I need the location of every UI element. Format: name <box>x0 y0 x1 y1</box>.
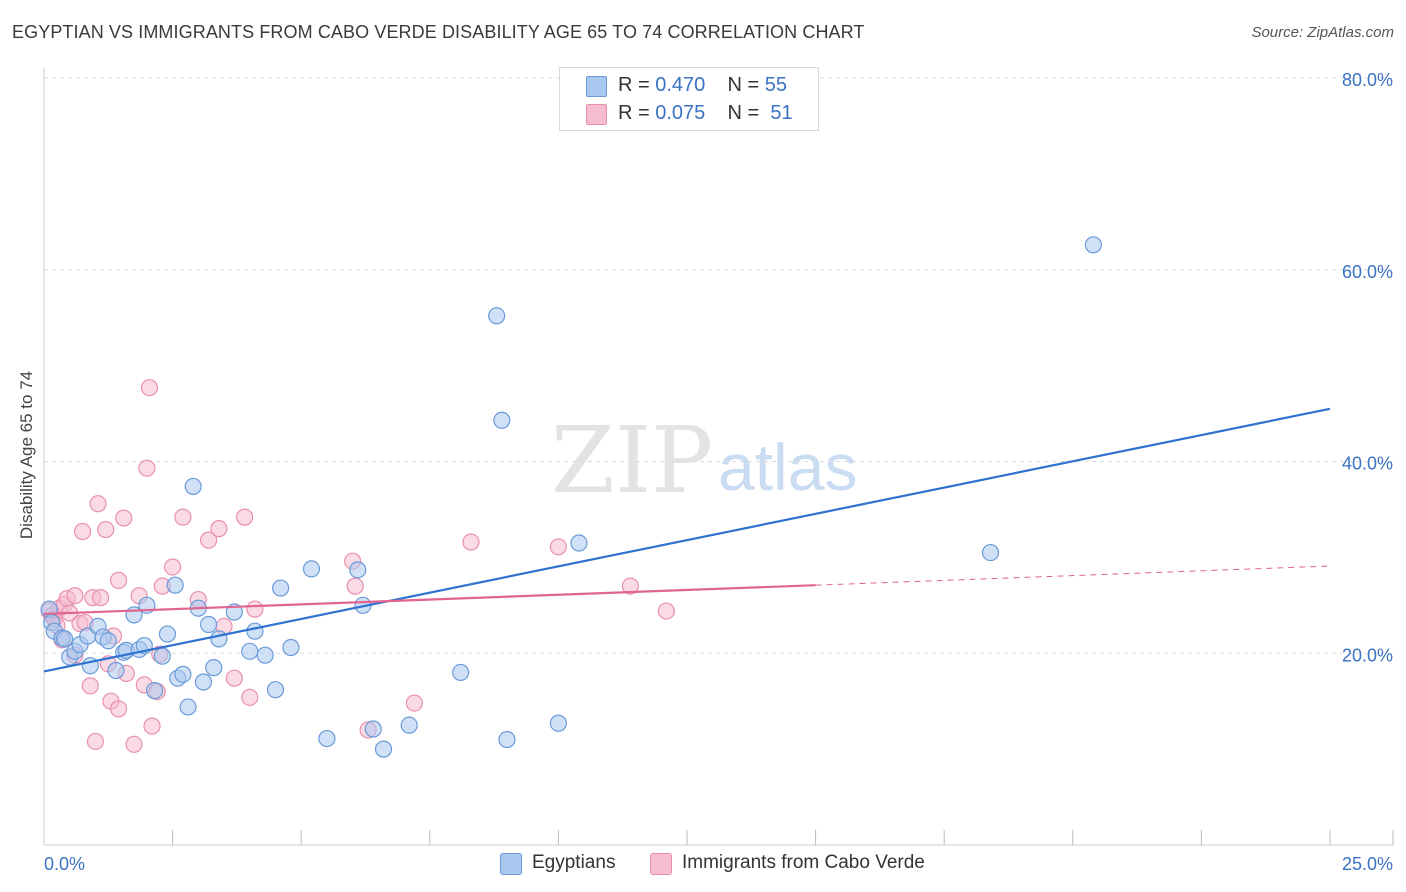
y-tick-label: 20.0% <box>1342 645 1393 665</box>
legend-swatch-blue <box>500 853 522 875</box>
y-tick-label: 40.0% <box>1342 454 1393 474</box>
legend-label: Immigrants from Cabo Verde <box>682 852 925 873</box>
series-legend: Egyptians Immigrants from Cabo Verde <box>0 852 1406 878</box>
blue-point <box>179 698 197 716</box>
pink-point <box>109 700 128 718</box>
watermark-atlas: atlas <box>718 430 857 504</box>
legend-text: R = 0.470 N = 55 <box>618 74 788 96</box>
blue-point <box>400 716 418 734</box>
blue-point <box>153 647 171 665</box>
pink-point <box>200 531 218 549</box>
blue-point <box>246 622 264 640</box>
pink-point <box>164 558 182 576</box>
pink-point <box>225 669 243 687</box>
blue-point <box>570 534 588 552</box>
blue-point <box>256 646 274 664</box>
pink-point <box>346 577 364 595</box>
legend-label: Egyptians <box>532 852 616 873</box>
pink-trend-line <box>43 584 816 616</box>
blue-point <box>107 661 125 680</box>
pink-trend-extension <box>815 565 1331 586</box>
source-credit: Source: ZipAtlas.com <box>1251 24 1394 41</box>
blue-point <box>145 682 164 700</box>
correlation-legend: R = 0.470 N = 55 R = 0.075 N = 51 <box>559 67 819 131</box>
blue-point <box>241 642 259 660</box>
legend-swatch-pink <box>586 104 607 125</box>
blue-point <box>364 720 382 738</box>
pink-point <box>91 589 110 607</box>
y-tick-label: 80.0% <box>1342 70 1393 90</box>
blue-point <box>1084 236 1102 254</box>
blue-point <box>302 560 321 578</box>
watermark-zip: ZIP <box>551 407 713 514</box>
legend-swatch-pink <box>650 853 672 875</box>
x-tick-label: 0.0% <box>44 854 85 874</box>
blue-point <box>488 307 506 325</box>
blue-point <box>99 632 117 650</box>
pink-point <box>125 735 143 753</box>
blue-point <box>349 561 367 579</box>
pink-point <box>236 508 254 526</box>
blue-point <box>318 729 336 748</box>
x-tick-label: 25.0% <box>1342 854 1393 874</box>
legend-text: R = 0.075 N = 51 <box>618 102 793 124</box>
pink-point <box>89 495 107 513</box>
blue-point <box>981 543 1000 562</box>
blue-point <box>282 638 300 657</box>
pink-point <box>241 688 259 706</box>
pink-point <box>109 571 128 589</box>
legend-swatch-blue <box>586 76 607 97</box>
pink-point <box>210 520 228 538</box>
blue-point <box>210 630 228 648</box>
pink-point <box>174 508 192 526</box>
pink-point <box>657 602 676 620</box>
blue-point <box>452 663 470 682</box>
pink-point <box>140 379 159 397</box>
pink-point <box>246 600 264 618</box>
blue-point <box>374 740 393 758</box>
blue-point <box>272 579 290 597</box>
pink-point <box>143 717 161 735</box>
pink-point <box>73 522 92 541</box>
pink-point <box>138 459 156 477</box>
pink-point <box>66 587 84 605</box>
pink-point <box>549 538 568 556</box>
blue-point <box>194 673 213 691</box>
blue-point <box>493 411 511 429</box>
blue-point <box>549 714 568 732</box>
blue-point <box>266 681 285 699</box>
blue-point <box>166 576 184 594</box>
blue-point <box>158 625 177 643</box>
pink-point <box>621 577 640 595</box>
pink-point <box>97 520 115 539</box>
pink-point <box>462 533 480 551</box>
blue-trend-line <box>43 407 1331 673</box>
pink-point <box>405 694 423 712</box>
pink-point <box>86 732 105 751</box>
y-tick-label: 60.0% <box>1342 262 1393 282</box>
pink-point <box>81 677 99 695</box>
blue-point <box>55 630 74 648</box>
blue-point <box>174 665 192 683</box>
blue-point <box>205 659 223 677</box>
chart-title: EGYPTIAN VS IMMIGRANTS FROM CABO VERDE D… <box>12 22 865 42</box>
blue-point <box>498 730 516 749</box>
blue-point <box>184 477 202 496</box>
pink-point <box>115 509 133 527</box>
blue-point <box>200 615 218 634</box>
